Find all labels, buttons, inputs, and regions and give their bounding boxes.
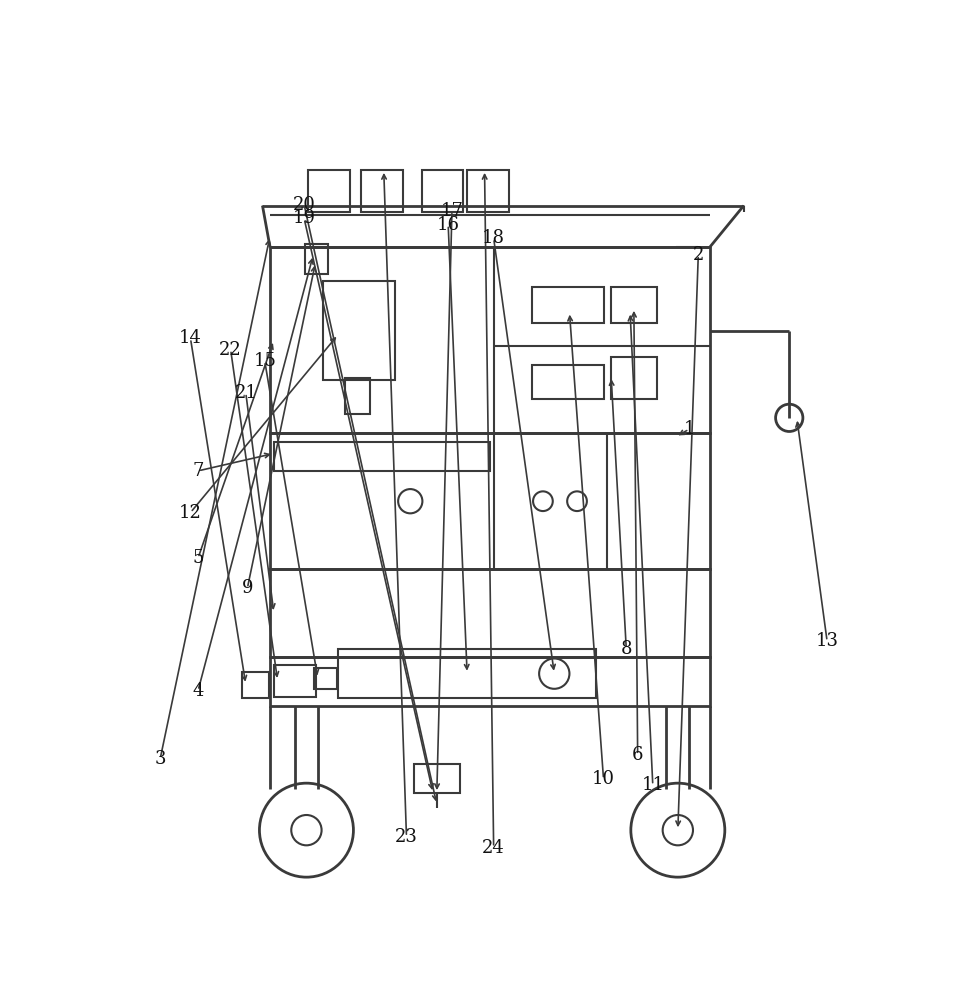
Text: 21: 21 [234,384,257,402]
Text: 6: 6 [631,746,643,764]
Bar [241,672,269,698]
Bar [531,365,603,399]
Bar [305,244,327,274]
Bar [361,170,403,212]
Bar [314,668,336,689]
Bar [308,170,350,212]
Text: 18: 18 [482,229,505,247]
Text: 13: 13 [815,632,838,650]
Text: 22: 22 [219,341,241,359]
Bar [611,357,656,399]
Bar [611,287,656,323]
Text: 20: 20 [292,196,316,214]
Text: 9: 9 [241,579,253,597]
Text: 24: 24 [482,839,504,857]
Text: 3: 3 [154,750,166,768]
Text: 16: 16 [436,216,459,234]
Bar [270,433,709,569]
Text: 11: 11 [641,776,663,794]
Bar [344,378,369,414]
Bar [270,569,709,657]
Bar [338,649,595,698]
Text: 17: 17 [440,202,463,220]
Text: 15: 15 [253,352,276,370]
Bar [274,442,489,471]
Text: 10: 10 [591,770,615,788]
Bar [413,764,459,793]
Bar [322,281,395,380]
Bar [274,665,316,697]
Text: 1: 1 [683,420,695,438]
Bar [270,657,709,706]
Text: 5: 5 [192,549,203,567]
Bar [531,287,603,323]
Text: 12: 12 [179,504,201,522]
Bar [421,170,463,212]
Text: 7: 7 [192,462,203,480]
Text: 2: 2 [692,246,703,264]
Text: 8: 8 [619,640,631,658]
Text: 19: 19 [292,209,316,227]
Text: 14: 14 [179,329,201,347]
Text: 23: 23 [395,828,417,846]
Bar [270,247,709,433]
Bar [467,170,508,212]
Text: 4: 4 [192,682,203,700]
